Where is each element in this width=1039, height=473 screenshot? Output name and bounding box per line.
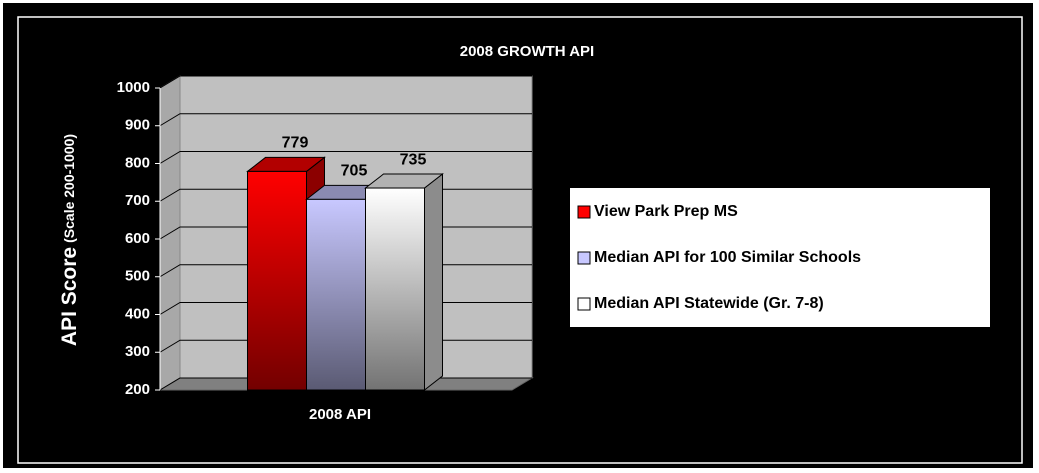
legend-swatch (577, 297, 591, 311)
legend (570, 188, 990, 327)
y-tick-label: 400 (125, 305, 150, 322)
legend-swatch (577, 251, 591, 265)
frame (17, 16, 1023, 464)
y-tick-label: 500 (125, 268, 150, 285)
bar-shade (306, 199, 366, 390)
y-tick-label: 300 (125, 343, 150, 360)
chart-title: 2008 GROWTH API (460, 43, 594, 60)
legend-swatch (577, 205, 591, 219)
data-label: 735 (400, 151, 427, 168)
bar-top-shade (306, 185, 384, 200)
grid-line (159, 75, 532, 89)
data-label: 705 (341, 163, 368, 180)
legend-label: View Park Prep MS (594, 203, 738, 220)
y-tick-label: 200 (125, 381, 150, 398)
bar-shade (365, 188, 425, 390)
bar-shade (247, 171, 307, 390)
y-axis-label-main: API Score (58, 247, 81, 346)
legend-label: Median API for 100 Similar Schools (594, 249, 861, 266)
grid-line (159, 151, 532, 164)
y-axis-label-note: (Scale 200-1000) (61, 134, 77, 243)
bar-top-shade (247, 157, 325, 172)
data-label: 779 (282, 135, 309, 152)
y-tick-label: 600 (125, 230, 150, 247)
y-tick-label: 1000 (117, 79, 150, 96)
y-axis-label: API Score (Scale 200-1000) (58, 134, 81, 346)
y-tick-label: 800 (125, 154, 150, 171)
grid-line (159, 113, 532, 127)
y-tick-label: 900 (125, 117, 150, 134)
x-tick-label: 2008 API (309, 406, 371, 423)
legend-label: Median API Statewide (Gr. 7-8) (594, 295, 824, 312)
y-tick-label: 700 (125, 192, 150, 209)
bar-top-shade (365, 174, 443, 189)
bar-side-shade (424, 174, 443, 390)
